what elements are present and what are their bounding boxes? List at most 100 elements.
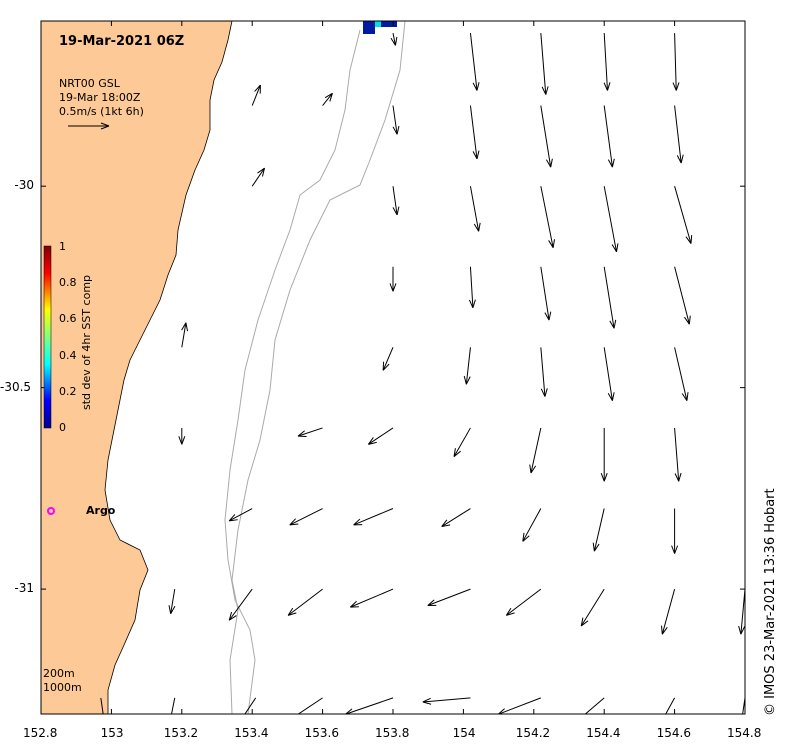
current-vector bbox=[603, 33, 611, 91]
current-vector bbox=[168, 589, 176, 614]
colorbar bbox=[43, 245, 52, 429]
sst-pixel bbox=[375, 21, 381, 27]
x-tick-label: 154.2 bbox=[515, 726, 551, 740]
x-tick-label: 153 bbox=[100, 726, 124, 740]
current-vector bbox=[540, 186, 556, 248]
current-vector bbox=[287, 588, 323, 616]
current-vectors bbox=[100, 32, 745, 714]
colorbar-tick: 0 bbox=[59, 421, 66, 434]
x-tick-label: 154.8 bbox=[727, 726, 762, 740]
current-vector bbox=[674, 186, 693, 244]
current-vector bbox=[244, 697, 257, 714]
current-vector bbox=[228, 508, 253, 522]
current-vector bbox=[674, 266, 691, 325]
current-vector bbox=[100, 697, 104, 714]
current-vector bbox=[345, 697, 394, 714]
current-vector bbox=[540, 347, 548, 397]
y-tick-label: -31 bbox=[14, 581, 34, 596]
current-vector bbox=[665, 697, 676, 714]
product-time: 19-Mar 18:00Z bbox=[59, 91, 141, 104]
current-vector bbox=[441, 508, 471, 528]
current-vector bbox=[584, 697, 605, 714]
current-vector bbox=[674, 427, 682, 482]
contour-legend-1000m: 1000m bbox=[43, 681, 82, 694]
x-tick-label: 154 bbox=[452, 726, 476, 740]
current-vector bbox=[469, 186, 481, 232]
current-vector bbox=[392, 186, 400, 216]
current-vector bbox=[382, 347, 394, 371]
current-vector bbox=[540, 105, 553, 168]
x-tick-label: 153.4 bbox=[234, 726, 269, 740]
current-vector bbox=[522, 508, 542, 542]
current-vector bbox=[289, 508, 323, 526]
current-vector bbox=[251, 167, 265, 187]
current-vector bbox=[468, 266, 476, 308]
colorbar-tick: 0.4 bbox=[59, 349, 77, 362]
current-vector bbox=[592, 508, 605, 552]
scale-arrow bbox=[68, 122, 110, 130]
current-vector bbox=[661, 588, 676, 635]
x-tick-label: 153.2 bbox=[163, 726, 199, 740]
current-vector bbox=[580, 588, 605, 627]
current-vector bbox=[178, 427, 186, 445]
colorbar-tick: 0.6 bbox=[59, 312, 77, 325]
current-vector bbox=[297, 427, 323, 437]
x-tick-label: 153.8 bbox=[375, 726, 410, 740]
x-tick-label: 153.6 bbox=[304, 726, 339, 740]
current-vector bbox=[672, 33, 680, 91]
argo-marker bbox=[47, 507, 55, 515]
colorbar-tick: 1 bbox=[59, 240, 66, 253]
current-vector bbox=[297, 697, 323, 714]
current-vector bbox=[505, 588, 542, 616]
colorbar-tick: 0.2 bbox=[59, 385, 77, 398]
current-vector bbox=[674, 347, 689, 401]
current-vector bbox=[540, 33, 549, 95]
current-vector bbox=[228, 588, 253, 621]
current-vector bbox=[390, 32, 398, 46]
current-vector bbox=[463, 347, 471, 385]
product-name: NRT00 GSL bbox=[59, 77, 120, 90]
x-tick-label: 154.6 bbox=[656, 726, 691, 740]
imos-credit: © IMOS 23-Mar-2021 13:36 Hobart bbox=[763, 488, 778, 716]
argo-label: Argo bbox=[86, 504, 116, 517]
current-vector bbox=[497, 697, 542, 714]
current-vector bbox=[453, 427, 471, 458]
current-vector bbox=[251, 84, 261, 106]
current-vector bbox=[529, 427, 542, 474]
current-vector bbox=[540, 266, 552, 321]
current-vector bbox=[392, 105, 400, 135]
contour-200m bbox=[224, 29, 361, 714]
current-vector bbox=[353, 508, 394, 526]
x-tick-label: 154.4 bbox=[586, 726, 621, 740]
current-vector bbox=[389, 266, 397, 292]
vector-scale-label: 0.5m/s (1kt 6h) bbox=[59, 105, 144, 118]
current-vector bbox=[671, 508, 679, 554]
map-title: 19-Mar-2021 06Z bbox=[59, 34, 185, 49]
y-tick-label: -30.5 bbox=[0, 379, 32, 394]
current-vector bbox=[322, 92, 333, 106]
contour-legend-200m: 200m bbox=[43, 667, 75, 680]
current-vector bbox=[469, 105, 480, 160]
current-vector bbox=[181, 322, 189, 348]
sst-pixel bbox=[381, 21, 397, 27]
coastline-land bbox=[41, 21, 233, 714]
current-vector bbox=[603, 266, 617, 329]
colorbar-label: std dev of 4hr SST comp bbox=[80, 274, 93, 410]
current-vector bbox=[367, 427, 394, 445]
current-vector bbox=[171, 697, 176, 714]
y-tick-label: -30 bbox=[14, 178, 34, 193]
current-vector bbox=[350, 588, 394, 608]
current-vector bbox=[603, 347, 615, 401]
axis-ticks bbox=[40, 21, 746, 714]
sst-pixel bbox=[363, 21, 375, 34]
current-vector bbox=[600, 427, 608, 482]
current-vector bbox=[469, 33, 480, 91]
current-vector bbox=[738, 589, 745, 635]
colorbar-tick: 0.8 bbox=[59, 276, 77, 289]
current-vector bbox=[603, 105, 615, 168]
current-vector bbox=[603, 186, 619, 253]
current-vector bbox=[422, 697, 471, 705]
x-tick-label: 152.8 bbox=[23, 726, 58, 740]
contour-1000m bbox=[229, 21, 406, 714]
